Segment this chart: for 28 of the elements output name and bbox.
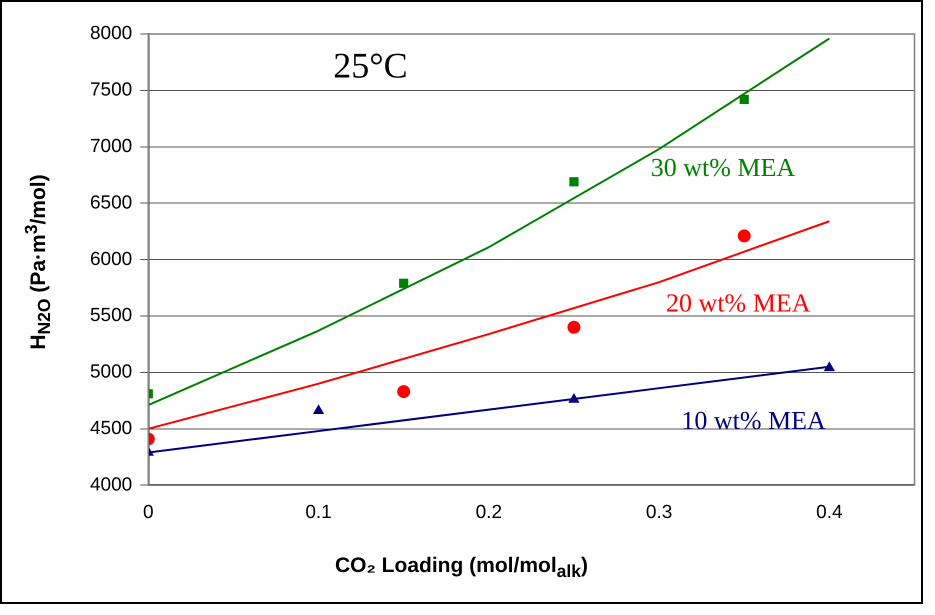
y-tick-label: 6000 xyxy=(90,248,132,270)
x-tick-label: 0.2 xyxy=(476,502,502,523)
point xyxy=(568,392,580,403)
y-tick-label: 8000 xyxy=(90,23,132,44)
point xyxy=(738,229,751,242)
series-label: 10 wt% MEA xyxy=(681,406,826,435)
point xyxy=(312,404,324,414)
y-tick-label: 4000 xyxy=(90,474,132,496)
y-tick-label: 4500 xyxy=(90,418,132,440)
annotation: 25°C xyxy=(333,45,408,86)
point xyxy=(399,278,408,288)
y-tick-label: 5000 xyxy=(90,362,132,383)
text: 30 wt% MEA xyxy=(650,153,796,182)
point xyxy=(569,177,579,186)
y-tick-label: 7500 xyxy=(90,80,132,101)
x-tick-label: 0.3 xyxy=(646,502,672,523)
y-tick-label: 7000 xyxy=(90,136,132,158)
point xyxy=(567,320,580,334)
y-tick-label: 6500 xyxy=(90,192,132,214)
x-axis-title: CO₂ Loading (mol/mol$_{alk}$) xyxy=(334,554,589,582)
point xyxy=(397,385,410,398)
point xyxy=(740,94,749,104)
x-tick-label: 0.4 xyxy=(816,502,843,523)
x-tick-label: 0 xyxy=(142,502,154,523)
text: 20 wt% MEA xyxy=(666,288,811,318)
y-tick-label: 5500 xyxy=(90,305,132,326)
point xyxy=(824,361,835,372)
x-tick-label: 0.1 xyxy=(305,502,332,523)
